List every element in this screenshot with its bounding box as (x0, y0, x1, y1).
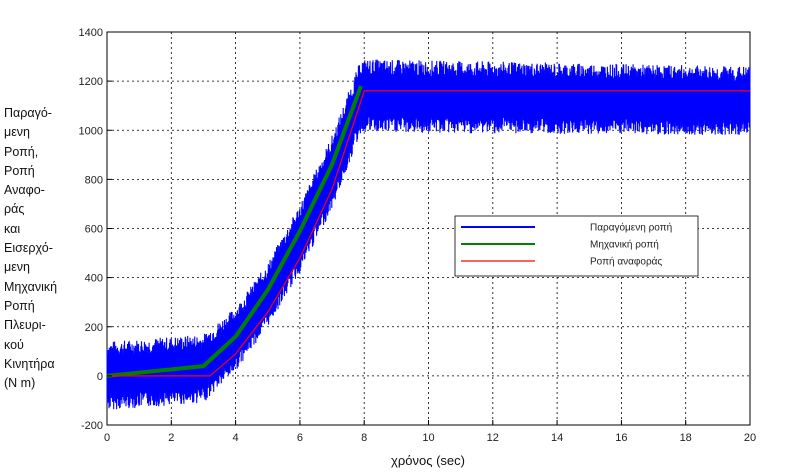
y-axis-label-line: κού (4, 337, 24, 352)
x-tick-label: 6 (297, 432, 303, 444)
y-tick-label: 1200 (79, 76, 103, 88)
y-tick-label: 400 (85, 273, 103, 285)
y-axis-label-line: Αναφο- (4, 183, 45, 198)
y-axis-label-line: Ροπή, (4, 144, 39, 159)
y-axis-label-line: μενη (4, 260, 30, 275)
y-axis-label-line: Εισερχό- (4, 241, 53, 256)
y-axis-label-line: ράς (4, 202, 25, 217)
y-axis-label-line: Παραγό- (4, 106, 52, 120)
series-band-0 (106, 59, 751, 410)
y-tick-label: 800 (85, 174, 103, 186)
y-tick-label: 200 (85, 322, 103, 334)
y-axis-label-line: και (4, 221, 21, 236)
y-axis-label: Παραγό-μενη Ροπή, Ροπή Αναφο-ράς και Εισερχό-… (4, 104, 70, 393)
y-axis-label-line: Πλευρι- (4, 318, 46, 333)
y-axis-label-line: Μηχανική (4, 279, 58, 294)
x-tick-label: 0 (104, 432, 110, 444)
y-tick-label: -200 (81, 420, 103, 432)
x-tick-label: 10 (422, 432, 434, 444)
x-tick-label: 8 (361, 432, 367, 444)
x-tick-label: 12 (487, 432, 499, 444)
x-axis-label: χρόνος (sec) (391, 453, 465, 468)
y-tick-label: 0 (97, 371, 103, 383)
y-axis-label-line: μενη (4, 125, 30, 140)
legend-label: Παραγόμενη ροπή (590, 222, 672, 234)
series-lines (106, 85, 750, 378)
x-tick-label: 2 (168, 432, 174, 444)
y-tick-label: 1400 (79, 27, 103, 39)
series-line-1 (106, 85, 363, 378)
series-bands (106, 59, 751, 410)
x-ticks: 0 2 4 6 8 10 12 14 16 18 20 (104, 420, 756, 444)
series-line-2 (107, 90, 750, 377)
legend-label: Μηχανική ροπή (590, 239, 659, 251)
x-tick-label: 4 (233, 432, 239, 444)
legend-label: Ροπή αναφοράς (590, 256, 662, 268)
y-tick-label: 1000 (79, 125, 103, 137)
y-axis-label-line: Ροπή (4, 298, 35, 313)
legend: Παραγόμενη ροπή Μηχανική ροπή Ροπή αναφορά… (454, 215, 699, 277)
x-tick-label: 16 (615, 432, 627, 444)
y-axis-label-line: Κινητήρα (4, 356, 55, 371)
y-axis-label-line: Ροπή (4, 163, 35, 178)
x-tick-label: 14 (551, 432, 563, 444)
y-axis-label-line: (N m) (4, 376, 36, 391)
y-tick-label: 600 (85, 224, 103, 236)
y-ticks: -200 0 200 400 600 800 1000 1200 1400 (79, 27, 112, 432)
x-tick-label: 20 (744, 432, 756, 444)
x-tick-label: 18 (680, 432, 692, 444)
